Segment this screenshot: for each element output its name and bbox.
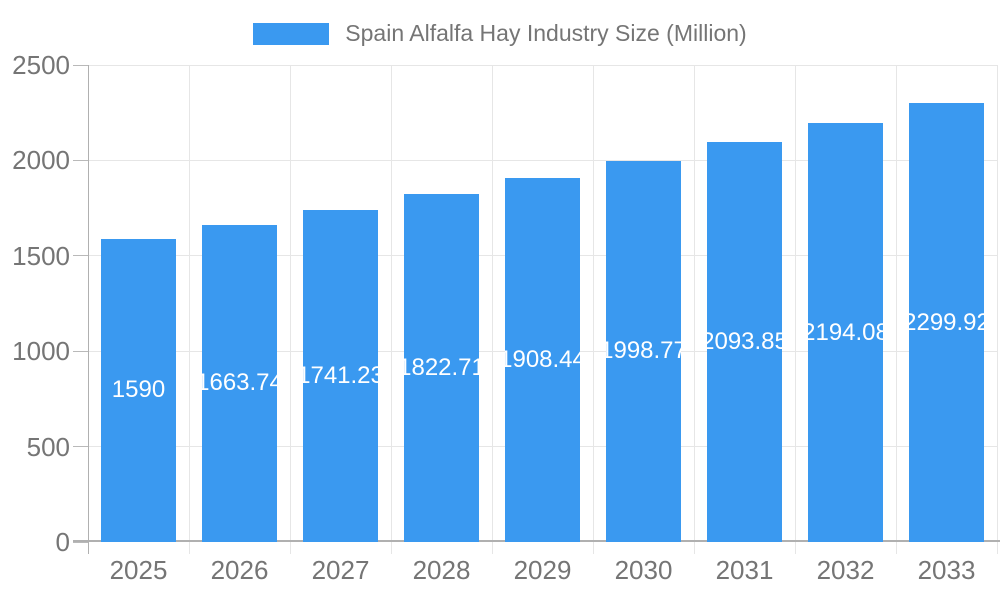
gridline-vertical [491, 65, 493, 554]
legend-swatch [253, 22, 330, 45]
y-axis-label: 2000 [12, 145, 70, 176]
bar-value-label: 2093.85 [707, 328, 782, 356]
y-axis-label: 0 [55, 527, 70, 557]
y-axis-tick [73, 541, 88, 543]
x-axis-label: 2031 [715, 555, 774, 585]
gridline-vertical [289, 65, 291, 554]
bar-value-label: 2194.08 [808, 318, 883, 346]
y-axis-line [87, 65, 89, 554]
y-axis-tick [73, 255, 88, 257]
x-axis-label: 2027 [311, 555, 370, 585]
bar-value-label: 1741.23 [303, 361, 378, 389]
gridline-vertical [390, 65, 392, 554]
x-axis-label: 2025 [109, 555, 168, 585]
gridline-vertical [693, 65, 695, 554]
y-axis-tick [73, 446, 88, 448]
bar-2027[interactable]: 1741.23 [303, 209, 378, 542]
gridline-horizontal [88, 64, 997, 66]
x-axis-label: 2030 [614, 555, 673, 585]
plot-area: 0 500 1000 1500 2000 2500 1590 2025 1663.74 2026 1… [12, 50, 1000, 585]
y-axis-label: 1000 [12, 336, 70, 367]
y-axis-label: 2500 [12, 50, 70, 80]
gridline-vertical [592, 65, 594, 554]
x-axis-label: 2029 [513, 555, 572, 585]
gridline-vertical [188, 65, 190, 554]
bar-value-label: 1663.74 [202, 369, 277, 397]
y-axis-tick [73, 64, 88, 66]
bar-2032[interactable]: 2194.08 [808, 123, 883, 542]
x-axis-label: 2026 [210, 555, 269, 585]
y-axis-label: 500 [26, 431, 70, 462]
legend-label: Spain Alfalfa Hay Industry Size (Million… [345, 20, 747, 46]
y-axis-tick [73, 159, 88, 161]
gridline-horizontal [88, 159, 997, 161]
y-axis-label: 1500 [12, 240, 70, 271]
bar-2025[interactable]: 1590 [101, 238, 176, 542]
x-axis-label: 2032 [816, 555, 875, 585]
gridline-vertical [996, 65, 998, 554]
gridline-vertical [794, 65, 796, 554]
bar-value-label: 1998.77 [606, 337, 681, 365]
x-axis-label: 2028 [412, 555, 471, 585]
gridline-vertical [895, 65, 897, 554]
chart-legend[interactable]: Spain Alfalfa Hay Industry Size (Million… [0, 20, 1000, 47]
x-axis-label: 2033 [917, 555, 976, 585]
bar-2033[interactable]: 2299.92 [909, 103, 984, 542]
bar-2030[interactable]: 1998.77 [606, 160, 681, 542]
bar-2029[interactable]: 1908.44 [505, 177, 580, 542]
bar-value-label: 1590 [111, 376, 166, 404]
bar-2026[interactable]: 1663.74 [202, 224, 277, 542]
bar-value-label: 2299.92 [909, 308, 984, 336]
bar-2031[interactable]: 2093.85 [707, 142, 782, 542]
y-axis-tick [73, 350, 88, 352]
bar-2028[interactable]: 1822.71 [404, 194, 479, 542]
bar-value-label: 1908.44 [505, 345, 580, 373]
bar-value-label: 1822.71 [404, 354, 479, 382]
